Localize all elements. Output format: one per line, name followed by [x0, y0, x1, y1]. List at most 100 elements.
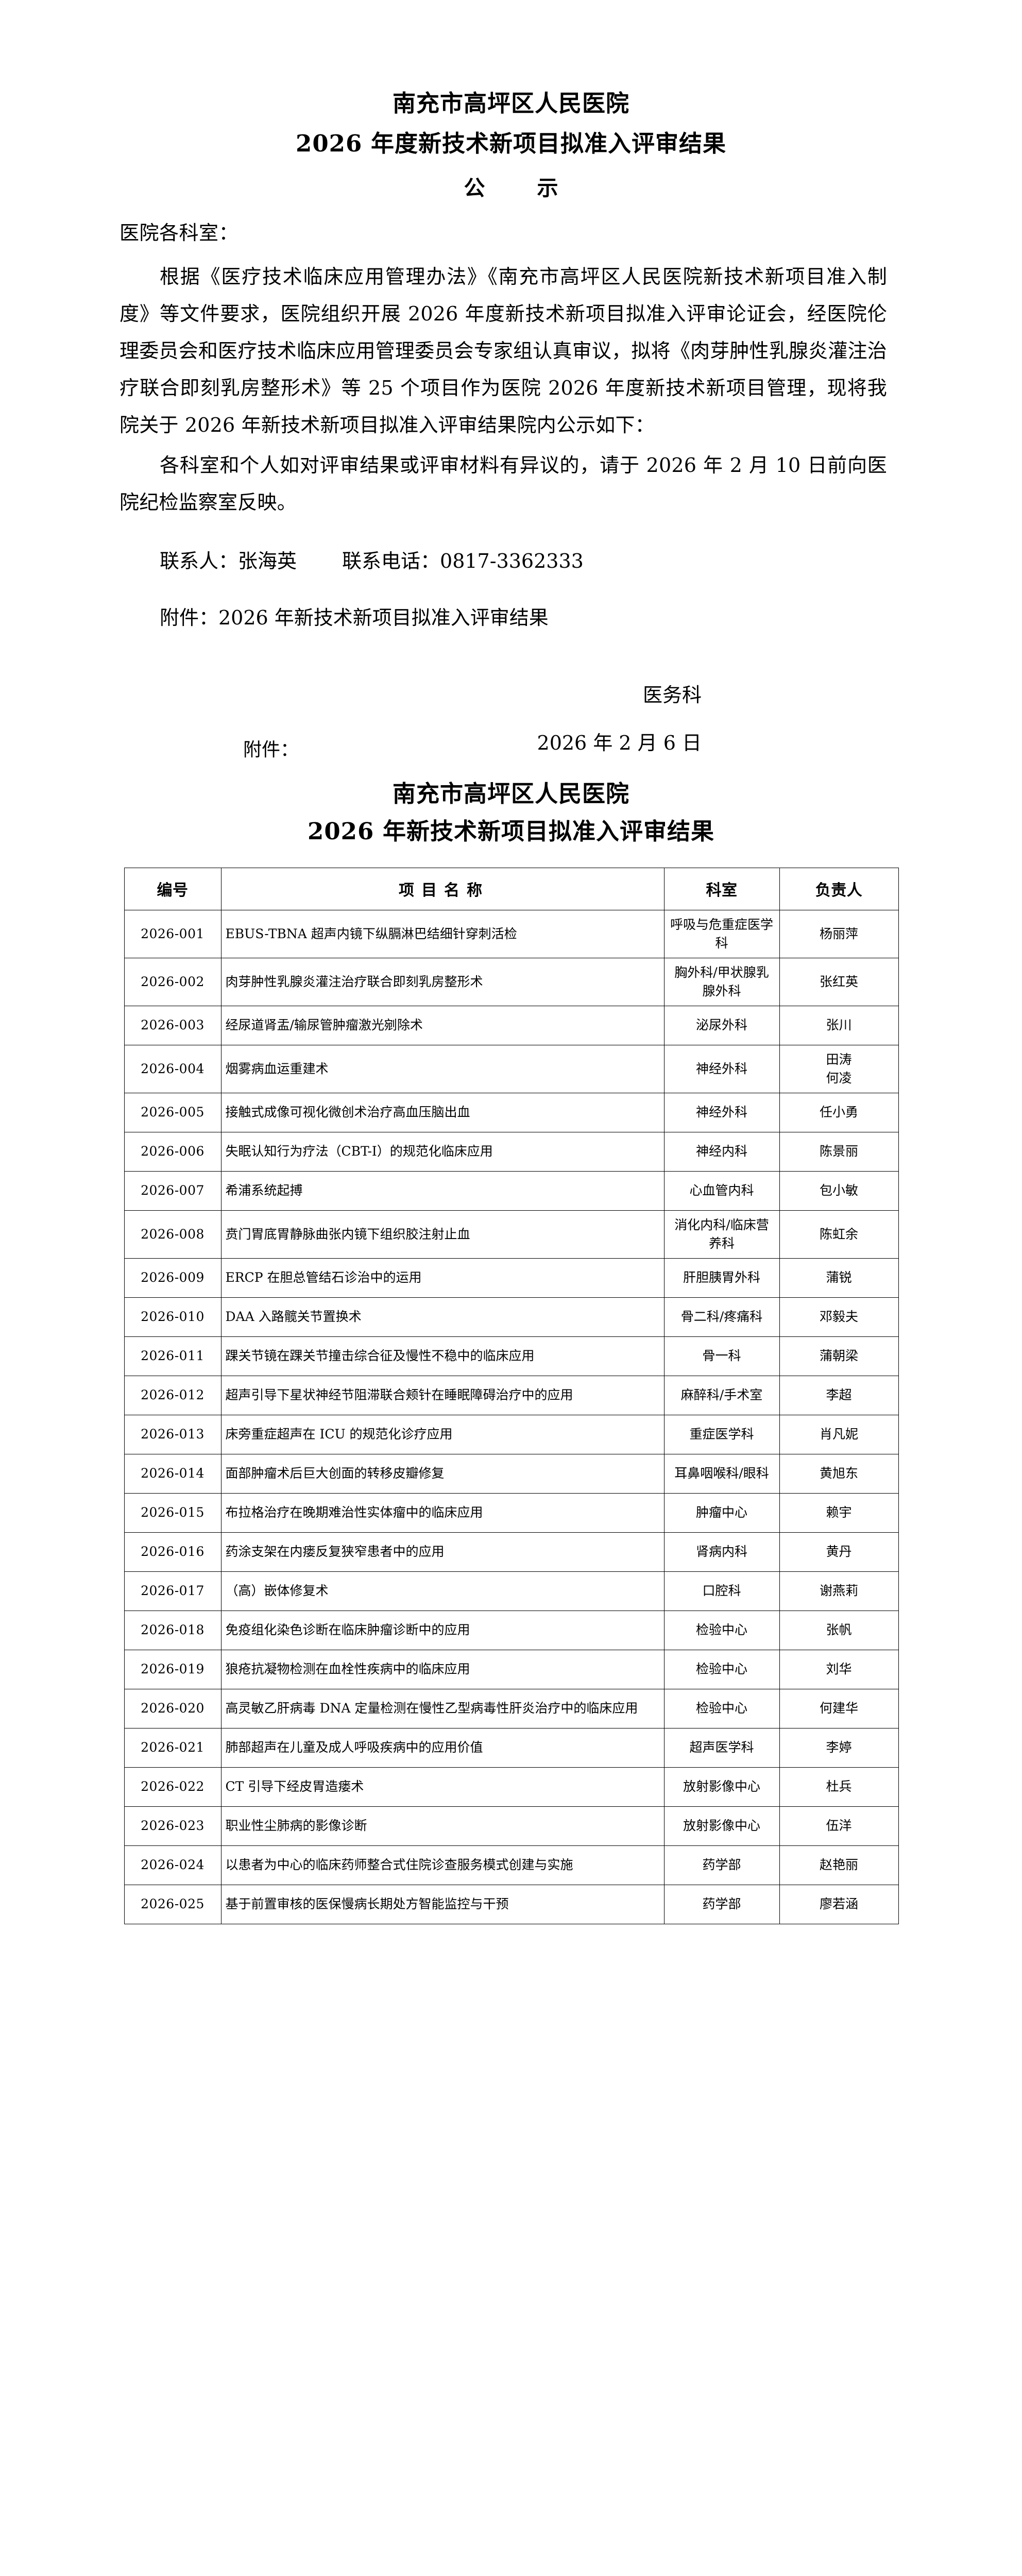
cell-owner: 黄丹 [779, 1532, 899, 1572]
table-row: 2026-010 DAA 入路髋关节置换术 骨二科/疼痛科 邓毅夫 [124, 1297, 899, 1337]
cell-project-name: 职业性尘肺病的影像诊断 [220, 1806, 665, 1846]
page-title: 南充市高坪区人民医院 2026 年度新技术新项目拟准入评审结果 [99, 92, 923, 155]
cell-project-id: 2026-007 [124, 1171, 222, 1211]
cell-project-id: 2026-005 [124, 1092, 222, 1132]
cell-owner: 李婷 [779, 1727, 899, 1768]
attachment-title-subject: 2026 年新技术新项目拟准入评审结果 [308, 817, 714, 845]
cell-project-name: 基于前置审核的医保慢病长期处方智能监控与干预 [220, 1884, 665, 1924]
cell-project-id: 2026-018 [124, 1610, 222, 1650]
cell-department: 耳鼻咽喉科/眼科 [663, 1453, 780, 1494]
salutation: 医院各科室： [120, 222, 239, 244]
cell-project-id: 2026-021 [124, 1727, 222, 1768]
cell-project-name: 床旁重症超声在 ICU 的规范化诊疗应用 [220, 1414, 665, 1454]
cell-department: 超声医学科 [663, 1727, 780, 1768]
cell-owner: 蒲锐 [779, 1258, 899, 1298]
cell-department: 心血管内科 [663, 1171, 780, 1211]
cell-owner: 廖若涵 [779, 1884, 899, 1924]
cell-project-id: 2026-017 [124, 1571, 222, 1611]
cell-project-id: 2026-025 [124, 1884, 222, 1924]
cell-department: 麻醉科/手术室 [663, 1375, 780, 1415]
cell-owner: 张帆 [779, 1610, 899, 1650]
attachment-label: 附件： [243, 739, 299, 761]
cell-project-id: 2026-002 [124, 957, 222, 1006]
cell-project-id: 2026-020 [124, 1688, 222, 1728]
cell-department: 检验中心 [663, 1688, 780, 1728]
cell-project-id: 2026-001 [124, 909, 222, 958]
cell-owner: 谢燕莉 [779, 1571, 899, 1611]
cell-project-name: 经尿道肾盂/输尿管肿瘤激光剜除术 [220, 1005, 665, 1045]
cell-project-name: 贲门胃底胃静脉曲张内镜下组织胶注射止血 [220, 1210, 665, 1259]
table-row: 2026-020 高灵敏乙肝病毒 DNA 定量检测在慢性乙型病毒性肝炎治疗中的临床… [124, 1688, 899, 1728]
cell-project-id: 2026-022 [124, 1767, 222, 1807]
cell-department: 口腔科 [663, 1571, 780, 1611]
cell-owner: 包小敏 [779, 1171, 899, 1211]
table-row: 2026-012 超声引导下星状神经节阻滞联合颊针在睡眠障碍治疗中的应用 麻醉科/手… [124, 1375, 899, 1415]
cell-department: 药学部 [663, 1845, 780, 1885]
results-table-container: 编号 项目名称 科室 负责人 2026-001 EBUS-TBNA 超声内镜下纵膈… [124, 867, 899, 1924]
table-row: 2026-011 踝关节镜在踝关节撞击综合征及慢性不稳中的临床应用 骨一科 蒲朝梁 [124, 1336, 899, 1376]
column-header-name: 项目名称 [220, 867, 665, 910]
cell-owner: 张川 [779, 1005, 899, 1045]
table-row: 2026-019 狼疮抗凝物检测在血栓性疾病中的临床应用 检验中心 刘华 [124, 1649, 899, 1689]
cell-project-id: 2026-013 [124, 1414, 222, 1454]
cell-department: 泌尿外科 [663, 1005, 780, 1045]
cell-project-id: 2026-015 [124, 1493, 222, 1533]
table-body: 2026-001 EBUS-TBNA 超声内镜下纵膈淋巴结细针穿刺活检 呼吸与危重症… [124, 909, 899, 1924]
cell-department: 肾病内科 [663, 1532, 780, 1572]
table-header: 编号 项目名称 科室 负责人 [124, 867, 899, 910]
cell-project-name: 希浦系统起搏 [220, 1171, 665, 1211]
table-row: 2026-009 ERCP 在胆总管结石诊治中的运用 肝胆胰胃外科 蒲锐 [124, 1258, 899, 1298]
table-row: 2026-005 接触式成像可视化微创术治疗高血压脑出血 神经外科 任小勇 [124, 1092, 899, 1132]
cell-department: 神经外科 [663, 1044, 780, 1093]
body-paragraph-1: 根据《医疗技术临床应用管理办法》《南充市高坪区人民医院新技术新项目准入制度》等文… [120, 265, 887, 436]
table-row: 2026-023 职业性尘肺病的影像诊断 放射影像中心 伍洋 [124, 1806, 899, 1846]
cell-project-name: 高灵敏乙肝病毒 DNA 定量检测在慢性乙型病毒性肝炎治疗中的临床应用 [220, 1688, 665, 1728]
table-row: 2026-015 布拉格治疗在晚期难治性实体瘤中的临床应用 肿瘤中心 赖宇 [124, 1493, 899, 1533]
cell-project-id: 2026-010 [124, 1297, 222, 1337]
cell-owner: 任小勇 [779, 1092, 899, 1132]
attachment-title: 南充市高坪区人民医院 2026 年新技术新项目拟准入评审结果 [99, 782, 923, 843]
cell-department: 肝胆胰胃外科 [663, 1258, 780, 1298]
cell-project-name: 失眠认知行为疗法（CBT-I）的规范化临床应用 [220, 1131, 665, 1172]
cell-project-name: 布拉格治疗在晚期难治性实体瘤中的临床应用 [220, 1493, 665, 1533]
column-header-id: 编号 [124, 867, 222, 910]
cell-department: 骨一科 [663, 1336, 780, 1376]
cell-owner: 刘华 [779, 1649, 899, 1689]
table-row: 2026-002 肉芽肿性乳腺炎灌注治疗联合即刻乳房整形术 胸外科/甲状腺乳腺外科张… [124, 957, 899, 1006]
cell-department: 骨二科/疼痛科 [663, 1297, 780, 1337]
table-header-row: 编号 项目名称 科室 负责人 [124, 867, 899, 910]
cell-project-id: 2026-004 [124, 1044, 222, 1093]
cell-project-name: 超声引导下星状神经节阻滞联合颊针在睡眠障碍治疗中的应用 [220, 1375, 665, 1415]
table-row: 2026-014 面部肿瘤术后巨大创面的转移皮瓣修复 耳鼻咽喉科/眼科 黄旭东 [124, 1453, 899, 1494]
cell-department: 放射影像中心 [663, 1806, 780, 1846]
cell-project-name: 狼疮抗凝物检测在血栓性疾病中的临床应用 [220, 1649, 665, 1689]
cell-department: 胸外科/甲状腺乳腺外科 [663, 957, 780, 1006]
table-row: 2026-024 以患者为中心的临床药师整合式住院诊查服务模式创建与实施 药学部 赵艳… [124, 1845, 899, 1885]
table-row: 2026-017 （高）嵌体修复术 口腔科 谢燕莉 [124, 1571, 899, 1611]
cell-owner: 赖宇 [779, 1493, 899, 1533]
contact-phone: 联系电话：0817-3362333 [342, 550, 584, 572]
table-row: 2026-016 药涂支架在内瘘反复狭窄患者中的应用 肾病内科 黄丹 [124, 1532, 899, 1572]
cell-project-name: 肉芽肿性乳腺炎灌注治疗联合即刻乳房整形术 [220, 957, 665, 1006]
cell-project-name: 踝关节镜在踝关节撞击综合征及慢性不稳中的临床应用 [220, 1336, 665, 1376]
cell-project-name: EBUS-TBNA 超声内镜下纵膈淋巴结细针穿刺活检 [220, 909, 665, 958]
cell-department: 肿瘤中心 [663, 1493, 780, 1533]
cell-owner: 杜兵 [779, 1767, 899, 1807]
cell-project-id: 2026-024 [124, 1845, 222, 1885]
table-row: 2026-007 希浦系统起搏 心血管内科 包小敏 [124, 1171, 899, 1211]
cell-owner: 张红英 [779, 957, 899, 1006]
cell-owner: 李超 [779, 1375, 899, 1415]
cell-project-id: 2026-023 [124, 1806, 222, 1846]
cell-owner: 田涛 何凌 [779, 1044, 899, 1093]
cell-project-name: DAA 入路髋关节置换术 [220, 1297, 665, 1337]
table-row: 2026-022 CT 引导下经皮胃造瘘术 放射影像中心 杜兵 [124, 1767, 899, 1807]
table-row: 2026-013 床旁重症超声在 ICU 的规范化诊疗应用 重症医学科 肖凡妮 [124, 1414, 899, 1454]
table-row: 2026-003 经尿道肾盂/输尿管肿瘤激光剜除术 泌尿外科 张川 [124, 1005, 899, 1045]
table-row: 2026-001 EBUS-TBNA 超声内镜下纵膈淋巴结细针穿刺活检 呼吸与危重症… [124, 909, 899, 958]
table-row: 2026-021 肺部超声在儿童及成人呼吸疾病中的应用价值 超声医学科 李婷 [124, 1727, 899, 1768]
cell-project-id: 2026-008 [124, 1210, 222, 1259]
cell-project-id: 2026-011 [124, 1336, 222, 1376]
cell-department: 消化内科/临床营养科 [663, 1210, 780, 1259]
table-row: 2026-018 免疫组化染色诊断在临床肿瘤诊断中的应用 检验中心 张帆 [124, 1610, 899, 1650]
contact-person: 联系人：张海英 [160, 550, 297, 572]
